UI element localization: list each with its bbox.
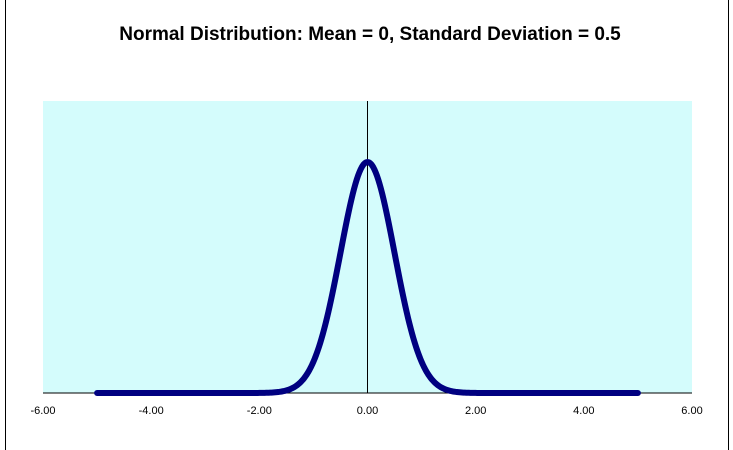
x-tick-label: 4.00 xyxy=(573,405,594,417)
x-tick-label: 2.00 xyxy=(465,405,486,417)
frame-left-border xyxy=(5,0,6,450)
x-tick-label: -4.00 xyxy=(139,405,164,417)
x-tick-label: 0.00 xyxy=(357,405,378,417)
series-line xyxy=(94,159,641,396)
chart-title: Normal Distribution: Mean = 0, Standard … xyxy=(119,24,621,45)
x-tick-group: -6.00 -4.00 -2.00 0.00 2.00 4.00 6.00 xyxy=(30,405,702,417)
x-tick-label: -2.00 xyxy=(247,405,272,417)
x-tick-label: 6.00 xyxy=(681,405,702,417)
x-tick-label: -6.00 xyxy=(30,405,55,417)
frame-right-border xyxy=(728,0,729,450)
